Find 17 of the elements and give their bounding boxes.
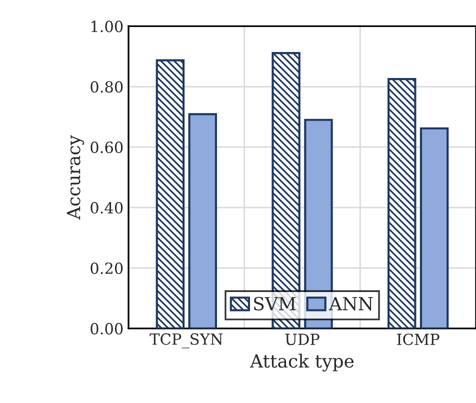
y-tick-label: 0.60 [90, 142, 123, 154]
y-tick-label: 1.00 [92, 20, 123, 32]
x-tick-label: ICMP [397, 334, 440, 346]
legend-label: SVM [254, 296, 296, 310]
y-tick-label: 0.80 [90, 81, 123, 93]
bar [420, 127, 449, 328]
x-tick-label: UDP [285, 334, 320, 346]
x-axis-title: Attack type [250, 354, 354, 372]
y-axis-title: Accuracy [66, 135, 84, 220]
legend-label: ANN [328, 297, 373, 310]
y-tick-label: 0.00 [90, 322, 123, 334]
y-tick-label: 0.20 [90, 262, 123, 274]
x-tick-label: TCP_SYN [150, 333, 223, 348]
bar [156, 59, 185, 328]
bar [388, 78, 416, 328]
bar [188, 113, 218, 328]
y-tick-label: 0.40 [90, 202, 123, 214]
